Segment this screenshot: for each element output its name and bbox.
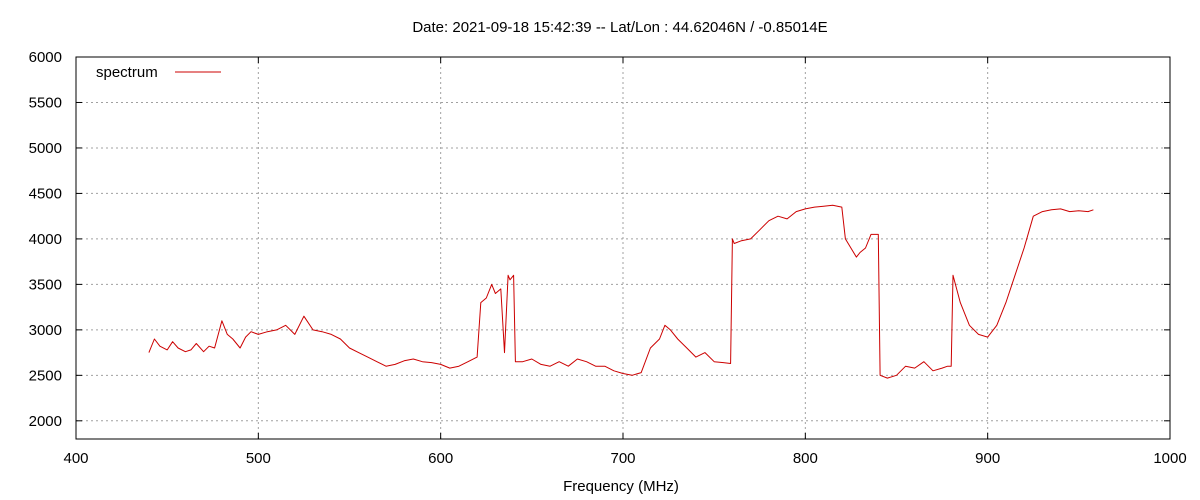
legend: spectrum [96, 64, 221, 81]
y-tick-label: 3500 [29, 276, 62, 293]
grid-lines [76, 57, 1170, 439]
x-tick-label: 500 [246, 450, 271, 467]
x-tick-label: 700 [610, 450, 635, 467]
x-tick-label: 600 [428, 450, 453, 467]
series-layer [148, 204, 1094, 379]
legend-label-spectrum: spectrum [96, 64, 158, 81]
series-line-spectrum [148, 204, 1094, 379]
y-tick-label: 6000 [29, 49, 62, 66]
chart-title: Date: 2021-09-18 15:42:39 -- Lat/Lon : 4… [412, 19, 827, 36]
y-tick-label: 2500 [29, 367, 62, 384]
axis-ticks: 400 500 600 700 800 900 1000 2000 2500 3000 3500 40… [29, 49, 1187, 467]
y-tick-label: 5500 [29, 94, 62, 111]
x-tick-label: 900 [975, 450, 1000, 467]
y-tick-label: 2000 [29, 413, 62, 430]
plot-frame [75, 56, 1171, 440]
x-tick-label: 1000 [1153, 450, 1186, 467]
y-tick-label: 5000 [29, 140, 62, 157]
y-tick-label: 3000 [29, 322, 62, 339]
y-tick-label: 4500 [29, 185, 62, 202]
x-tick-label: 800 [793, 450, 818, 467]
y-tick-label: 4000 [29, 231, 62, 248]
x-tick-label: 400 [63, 450, 88, 467]
x-axis-label: Frequency (MHz) [563, 478, 679, 495]
